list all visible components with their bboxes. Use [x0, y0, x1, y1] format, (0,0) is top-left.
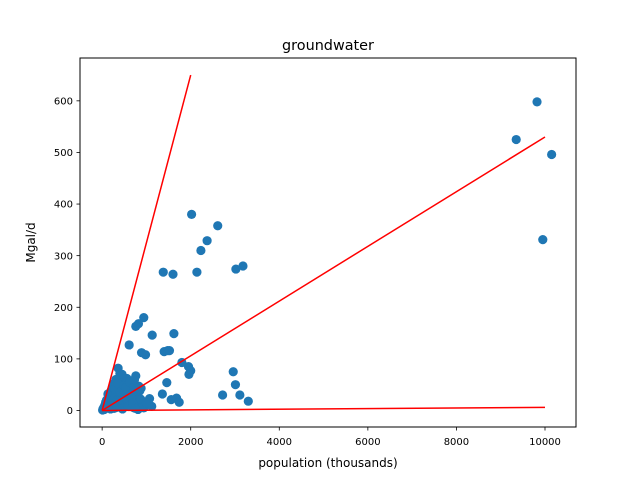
scatter-point: [139, 312, 149, 323]
scatter-point: [130, 403, 140, 414]
scatter-point: [218, 390, 228, 400]
y-tick-label: 600: [54, 96, 73, 107]
reference-lines: [101, 74, 546, 412]
scatter-point: [243, 396, 253, 406]
x-tick-label: 10000: [529, 437, 561, 448]
reference-line: [101, 136, 546, 412]
scatter-point: [538, 235, 548, 245]
scatter-point: [238, 261, 248, 271]
scatter-point: [187, 209, 197, 219]
scatter-point: [532, 97, 542, 107]
scatter-point: [235, 390, 245, 400]
plot-background: [80, 58, 576, 427]
scatter-point: [202, 236, 212, 246]
y-tick-label: 200: [54, 303, 73, 314]
scatter-point: [164, 346, 175, 356]
scatter-point: [157, 389, 167, 399]
scatter-point: [174, 397, 184, 407]
scatter-point: [213, 221, 223, 231]
scatter-point: [192, 267, 202, 277]
scatter-point: [184, 369, 194, 379]
scatter-point: [158, 267, 168, 277]
scatter-point: [147, 330, 157, 340]
x-tick-label: 0: [99, 437, 105, 448]
scatter-point: [124, 340, 134, 350]
y-tick-label: 100: [54, 354, 73, 365]
plot-frame: [79, 57, 577, 428]
scatter-point: [168, 269, 178, 279]
reference-line: [101, 74, 192, 411]
scatter-point: [162, 378, 172, 388]
scatter-point: [231, 264, 241, 274]
y-axis: 0 100 200 300 400 500 600: [54, 96, 80, 417]
scatter-point: [166, 395, 176, 405]
scatter-point: [117, 369, 127, 379]
y-tick-label: 0: [67, 406, 73, 417]
x-tick-label: 6000: [355, 437, 380, 448]
scatter-point: [196, 245, 206, 256]
y-axis-label: Mgal/d: [24, 222, 38, 262]
scatter-point: [547, 149, 557, 160]
x-axis-label: population (thousands): [258, 456, 397, 470]
x-tick-label: 2000: [178, 437, 203, 448]
scatter-point: [131, 321, 141, 331]
x-tick-label: 4000: [267, 437, 292, 448]
scatter-point: [169, 328, 179, 339]
scatter-point: [140, 350, 151, 360]
scatter-point: [230, 380, 241, 390]
x-tick-label: 8000: [444, 437, 469, 448]
y-tick-label: 500: [54, 148, 73, 159]
scatter-point: [129, 374, 140, 385]
scatter-point: [511, 134, 521, 145]
chart-title: groundwater: [282, 38, 374, 54]
y-tick-label: 400: [54, 200, 73, 211]
y-tick-label: 300: [54, 251, 73, 262]
scatter-point: [228, 367, 238, 377]
reference-line: [102, 406, 546, 412]
x-axis: 0 2000 4000 6000 8000 10000: [99, 427, 561, 448]
scatter-point: [141, 398, 152, 408]
